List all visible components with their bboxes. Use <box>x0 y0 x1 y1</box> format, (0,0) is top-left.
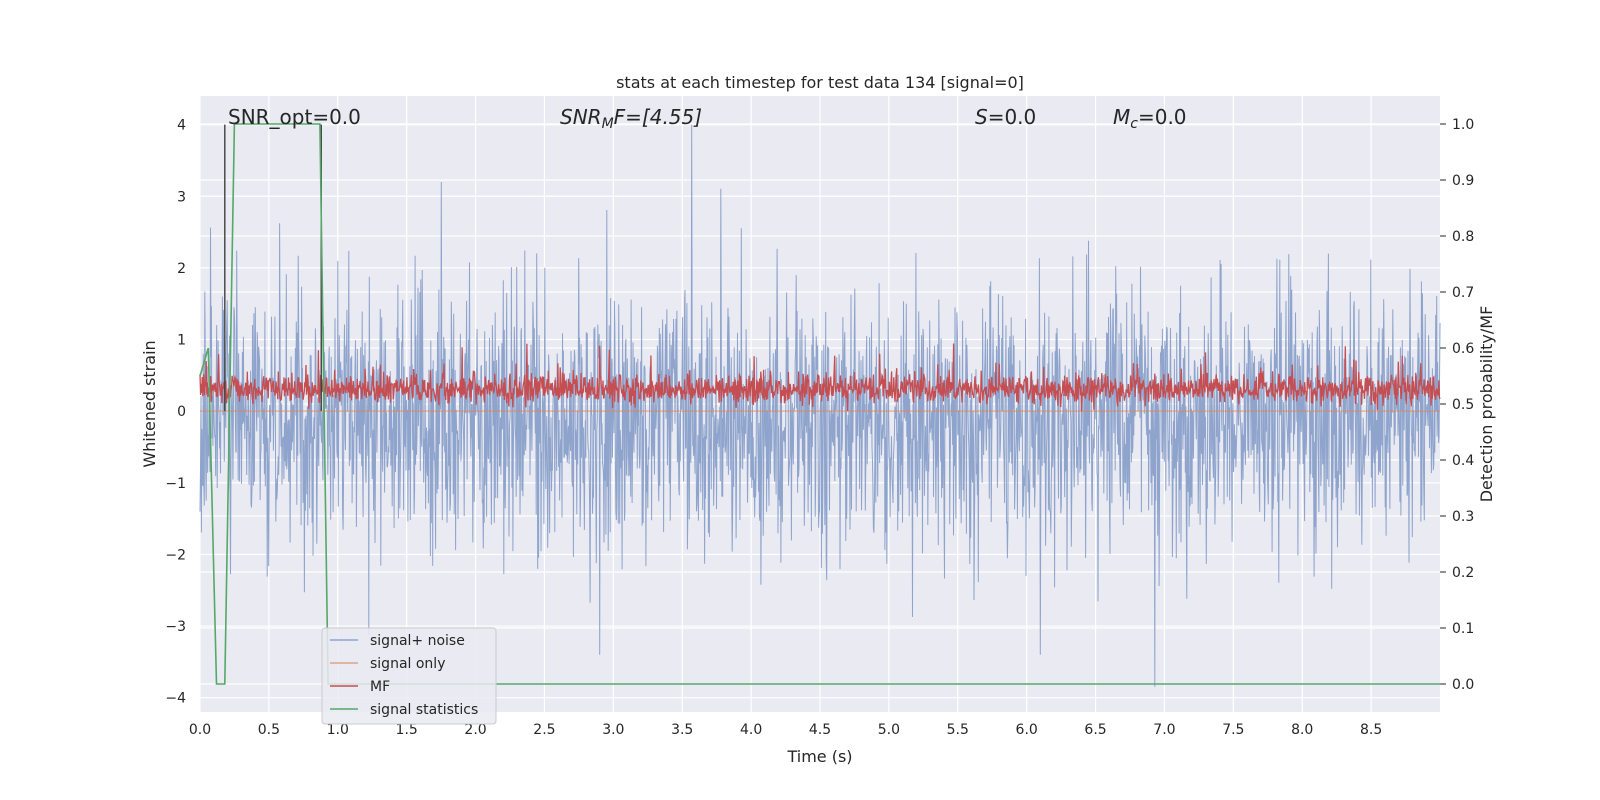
y-right-tick-label: 0.4 <box>1452 453 1474 469</box>
y-left-tick-label: 0 <box>177 404 186 420</box>
annotation-snr-mf: SNRMF=[4.55] <box>560 105 702 132</box>
y-left-tick-label: 4 <box>177 118 186 134</box>
legend-label-mf: MF <box>370 679 390 695</box>
legend-box <box>321 627 497 725</box>
legend: signal+ noise signal only MF signal stat… <box>321 627 497 725</box>
x-tick-label: 1.0 <box>327 722 349 738</box>
chart-title: stats at each timestep for test data 134… <box>616 73 1024 92</box>
annotation-snr-opt: SNR_opt=0.0 <box>228 105 361 129</box>
annotation-s-base: S <box>975 105 988 129</box>
y-right-tick-label: 0.7 <box>1452 285 1474 301</box>
series-mf-line <box>199 343 1441 412</box>
y-left-tick-label: −2 <box>165 547 186 563</box>
x-tick-label: 0.5 <box>258 722 280 738</box>
x-axis-label: Time (s) <box>786 747 852 766</box>
legend-label-signal-statistics: signal statistics <box>370 702 478 718</box>
annotation-snr-mf-base: SNR <box>560 105 602 129</box>
x-tick-label: 2.5 <box>533 722 555 738</box>
annotation-mc-base: M <box>1113 105 1130 129</box>
y-left-tick-label: −1 <box>165 476 186 492</box>
y-left-tick-label: 2 <box>177 261 186 277</box>
x-tick-label: 1.5 <box>396 722 418 738</box>
x-tick-label: 2.0 <box>464 722 486 738</box>
y-right-tick-label: 0.9 <box>1452 173 1474 189</box>
x-tick-label: 4.5 <box>809 722 831 738</box>
annotation-s: S=0.0 <box>975 105 1036 129</box>
y-right-tick-labels: 0.0 0.1 0.2 0.3 0.4 0.5 0.6 0.7 0.8 0.9 1.0 <box>1440 117 1474 693</box>
x-tick-label: 7.5 <box>1222 722 1244 738</box>
y-right-tick-label: 0.2 <box>1452 565 1474 581</box>
annotation-mc-rest: =0.0 <box>1138 105 1187 129</box>
x-tick-label: 7.0 <box>1153 722 1175 738</box>
y-right-tick-label: 0.5 <box>1452 397 1474 413</box>
y-left-tick-label: −3 <box>165 619 186 635</box>
x-tick-label: 3.0 <box>602 722 624 738</box>
y-right-tick-label: 0.6 <box>1452 341 1474 357</box>
x-tick-label: 8.0 <box>1291 722 1313 738</box>
x-tick-label: 6.5 <box>1084 722 1106 738</box>
x-tick-label: 3.5 <box>671 722 693 738</box>
x-tick-label: 4.0 <box>740 722 762 738</box>
y-right-tick-label: 0.1 <box>1452 621 1474 637</box>
y-right-tick-label: 0.3 <box>1452 509 1474 525</box>
annotation-mc: Mc=0.0 <box>1113 105 1187 132</box>
legend-label-signal-only: signal only <box>370 656 445 672</box>
x-tick-label: 8.5 <box>1360 722 1382 738</box>
y-right-axis-label: Detection probability/MF <box>1477 306 1496 503</box>
y-left-tick-label: 3 <box>177 189 186 205</box>
legend-label-signal-noise: signal+ noise <box>370 633 465 649</box>
annotation-s-rest: =0.0 <box>988 105 1037 129</box>
annotation-snr-mf-sub: M <box>602 116 614 132</box>
y-right-tick-label: 1.0 <box>1452 117 1474 133</box>
x-tick-label: 5.0 <box>878 722 900 738</box>
y-right-tick-label: 0.8 <box>1452 229 1474 245</box>
y-left-tick-labels: −4 −3 −2 −1 0 1 2 3 4 <box>165 118 186 707</box>
x-tick-label: 0.0 <box>189 722 211 738</box>
annotation-mc-sub: c <box>1130 116 1138 132</box>
y-left-axis-label: Whitened strain <box>140 340 159 467</box>
series-signal-noise-line <box>199 124 1441 687</box>
x-tick-label: 5.5 <box>947 722 969 738</box>
y-left-tick-label: −4 <box>165 691 186 707</box>
x-tick-label: 6.0 <box>1016 722 1038 738</box>
annotation-snr-mf-rest: F=[4.55] <box>614 105 702 129</box>
x-tick-labels: 0.0 0.5 1.0 1.5 2.0 2.5 3.0 3.5 4.0 4.5 5.0 5.5 6.0 6… <box>189 722 1382 738</box>
y-left-tick-label: 1 <box>177 333 186 349</box>
y-right-tick-label: 0.0 <box>1452 677 1474 693</box>
